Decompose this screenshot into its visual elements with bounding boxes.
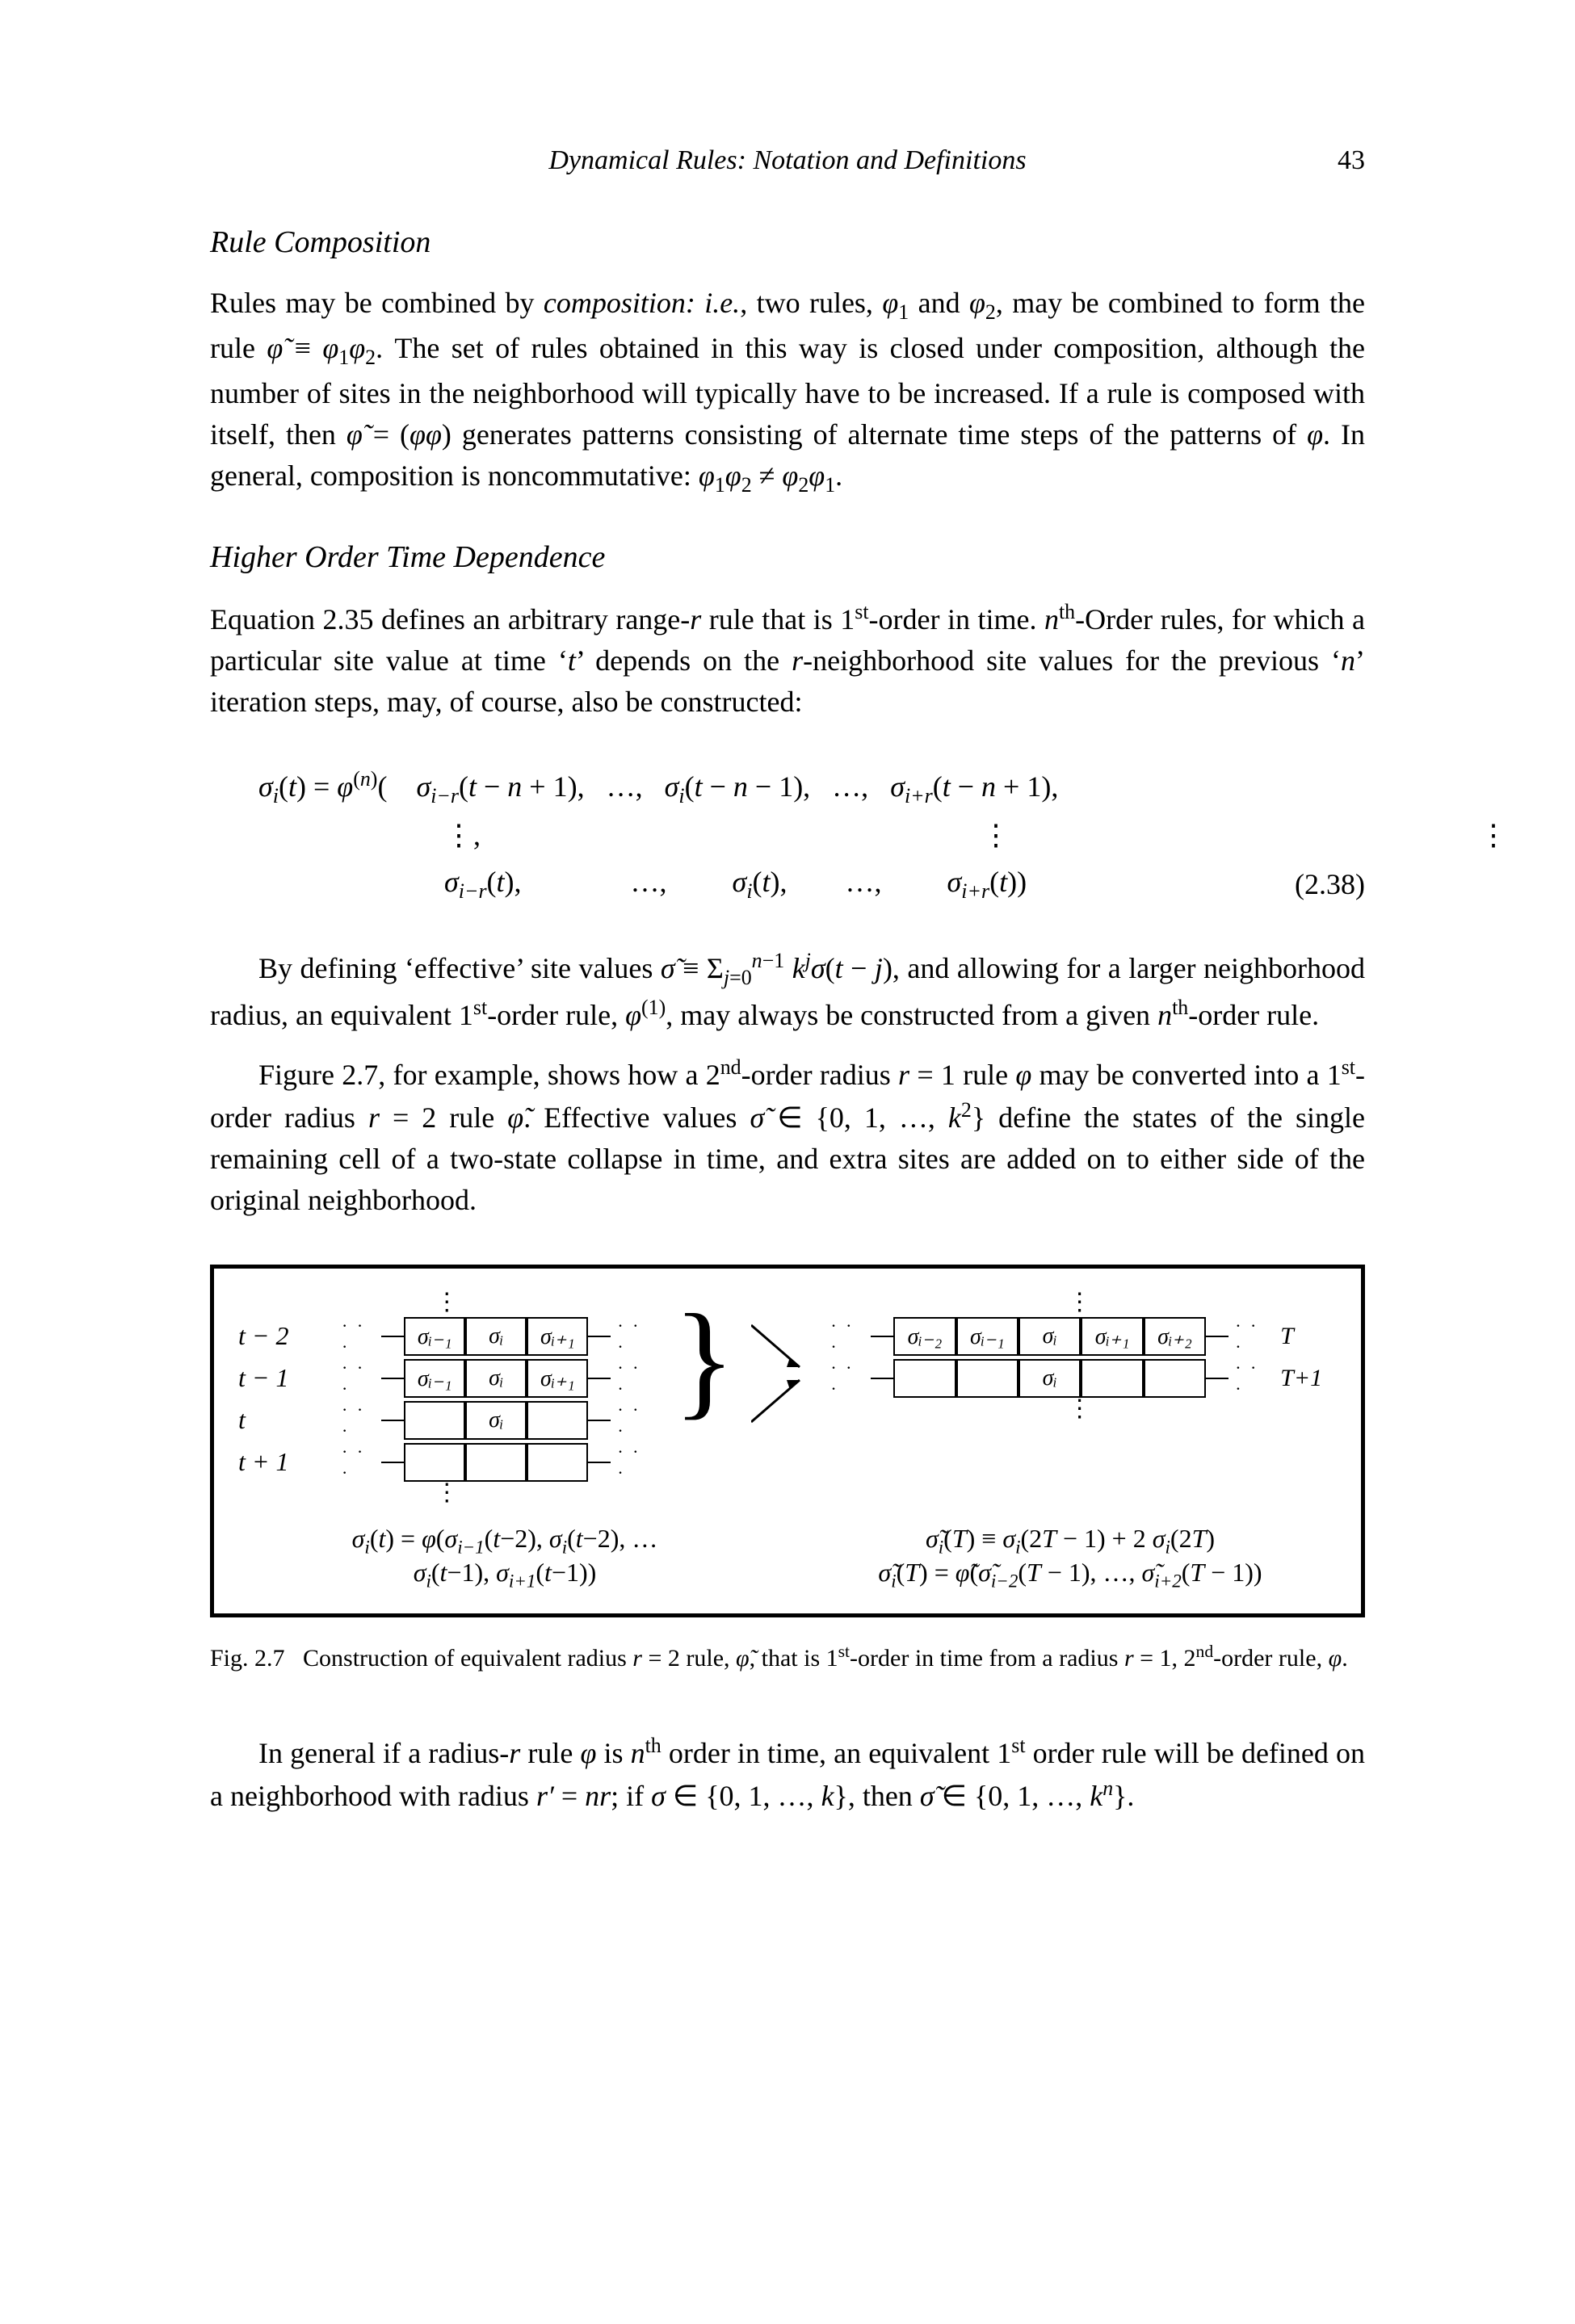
- figure-2-7: ⋮ t − 2 · · · σᵢ₋₁ σᵢ σᵢ₊₁ · · · t − 1 ·…: [210, 1265, 1365, 1617]
- page-number: 43: [1338, 145, 1365, 176]
- table-row: · · · σᵢ₋₂ σᵢ₋₁ σᵢ σᵢ₊₁ σᵢ₊₂ · · · T: [824, 1315, 1337, 1357]
- brace-icon: }: [674, 1301, 736, 1417]
- section-heading-rule-composition: Rule Composition: [210, 224, 1365, 260]
- figure-equations: σi(t) = φ(σi−1(t−2), σi(t−2), … σi(t−1),…: [238, 1524, 1337, 1592]
- running-title: Dynamical Rules: Notation and Definition…: [548, 145, 1026, 176]
- table-row: t − 1 · · · σᵢ₋₁ σᵢ σᵢ₊₁ · · ·: [238, 1357, 657, 1399]
- figure-left-grid: ⋮ t − 2 · · · σᵢ₋₁ σᵢ σᵢ₊₁ · · · t − 1 ·…: [238, 1293, 657, 1506]
- figure-right-grid: ⋮ · · · σᵢ₋₂ σᵢ₋₁ σᵢ σᵢ₊₁ σᵢ₊₂ · · · T ·…: [824, 1293, 1337, 1422]
- table-row: · · · σᵢ · · · T+1: [824, 1357, 1337, 1399]
- paragraph-rule-composition: Rules may be combined by composition: i.…: [210, 283, 1365, 501]
- running-header: Dynamical Rules: Notation and Definition…: [210, 145, 1365, 176]
- paragraph-higher-order-1: Equation 2.35 defines an arbitrary range…: [210, 598, 1365, 723]
- arrow-icon: [751, 1293, 808, 1454]
- table-row: t − 2 · · · σᵢ₋₁ σᵢ σᵢ₊₁ · · ·: [238, 1315, 657, 1357]
- section-heading-higher-order: Higher Order Time Dependence: [210, 539, 1365, 575]
- page: Dynamical Rules: Notation and Definition…: [0, 0, 1575, 2324]
- figure-caption: Fig. 2.7 Construction of equivalent radi…: [210, 1640, 1365, 1676]
- table-row: t · · · σᵢ · · ·: [238, 1399, 657, 1441]
- equation-number: (2.38): [1295, 862, 1365, 908]
- paragraph-higher-order-2: By defining ‘effective’ site values σ̃ ≡…: [210, 946, 1365, 1036]
- equation-2-38: σi(t) = φ(n)( σi−r(t − n + 1), …, σi(t −…: [210, 762, 1365, 908]
- paragraph-higher-order-3: Figure 2.7, for example, shows how a 2nd…: [210, 1053, 1365, 1221]
- table-row: t + 1 · · · · · ·: [238, 1441, 657, 1483]
- paragraph-closing: In general if a radius-r rule φ is nth o…: [210, 1731, 1365, 1817]
